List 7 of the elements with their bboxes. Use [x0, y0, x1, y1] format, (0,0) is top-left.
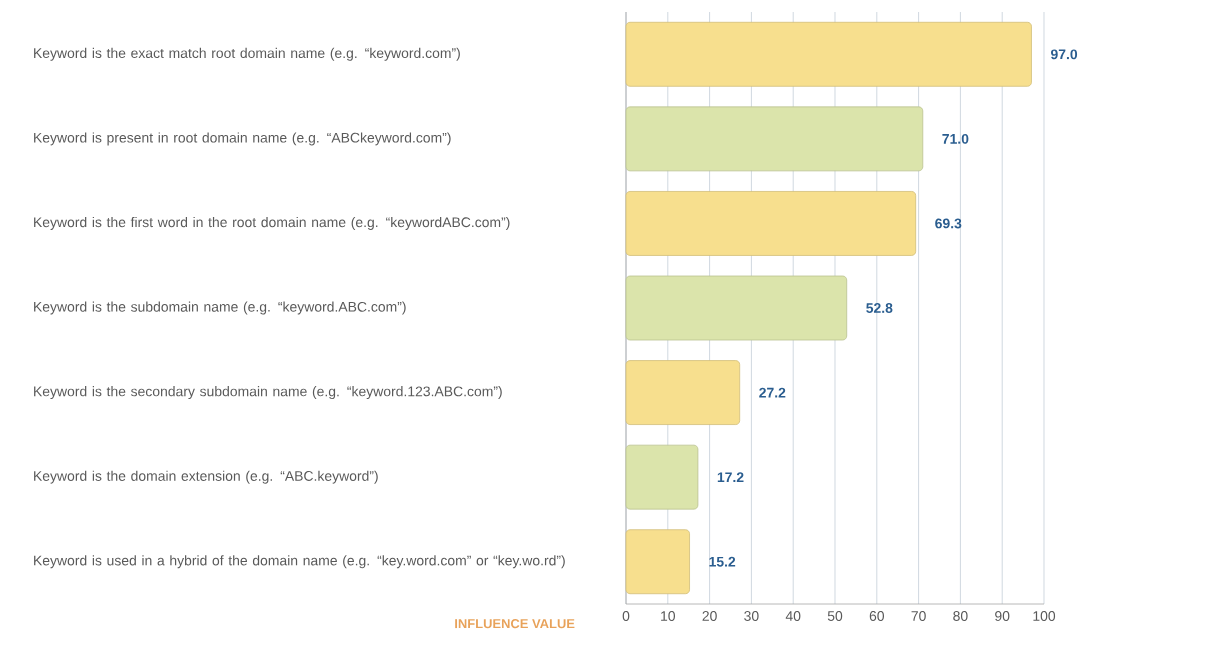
bar: [625, 106, 924, 172]
bar: [625, 444, 699, 510]
bar: [625, 529, 690, 595]
bar: [625, 275, 848, 341]
bar: [625, 21, 1032, 87]
bar: [625, 191, 917, 256]
bar: [625, 360, 741, 425]
